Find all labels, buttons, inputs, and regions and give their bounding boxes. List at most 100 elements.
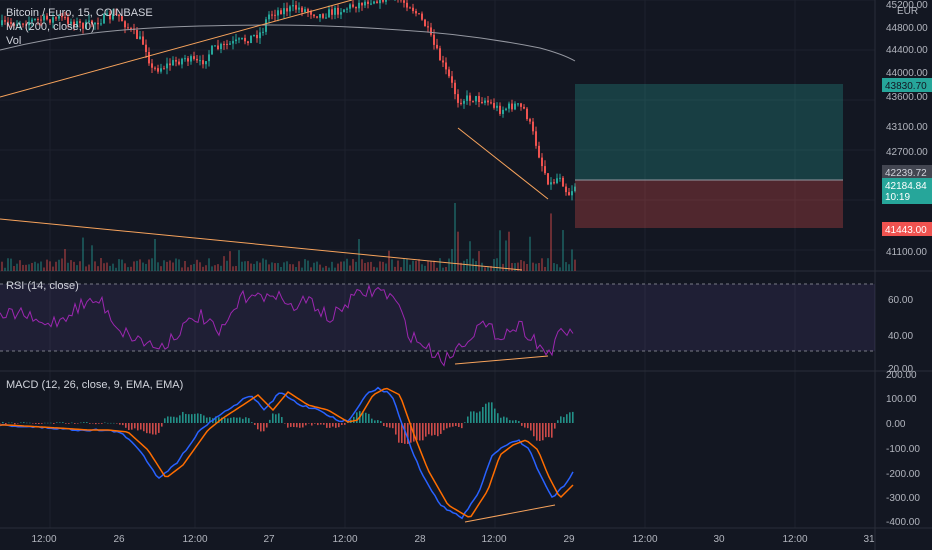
volume-bar — [226, 260, 228, 271]
volume-bar — [94, 261, 96, 271]
macd-histogram-bar — [461, 423, 463, 429]
volume-bar — [313, 262, 315, 271]
macd-histogram-bar — [503, 416, 505, 423]
candle-body — [289, 6, 291, 12]
macd-histogram-bar — [0, 423, 1, 424]
volume-bar — [409, 264, 411, 271]
candle-body — [226, 43, 228, 45]
macd-histogram-bar — [560, 416, 562, 423]
volume-bar — [37, 263, 39, 271]
candle-body — [214, 45, 216, 47]
candle-body — [304, 9, 306, 13]
macd-histogram-bar — [533, 423, 535, 437]
macd-histogram-bar — [224, 417, 226, 423]
macd-histogram-bar — [320, 423, 322, 425]
candle-body — [328, 9, 330, 18]
candle-body — [271, 14, 273, 16]
candle-body — [70, 21, 72, 24]
candle-body — [415, 11, 417, 14]
volume-legend[interactable]: Vol — [6, 35, 22, 47]
candle-body — [406, 2, 408, 8]
candle-body — [553, 182, 555, 184]
candle-body — [355, 6, 357, 9]
candle-body — [25, 24, 27, 26]
symbol-title[interactable]: Bitcoin / Euro, 15, COINBASE — [6, 7, 153, 19]
candle-body — [499, 105, 501, 114]
candle-body — [136, 29, 138, 39]
candle-body — [259, 32, 261, 39]
candle-body — [502, 109, 504, 114]
macd-histogram-bar — [167, 416, 169, 423]
candle-body — [202, 60, 204, 65]
macd-histogram-bar — [500, 417, 502, 423]
price-overlays — [0, 0, 843, 271]
macd-histogram-bar — [425, 423, 427, 437]
macd-histogram-bar — [260, 423, 262, 432]
macd-histogram-bar — [65, 423, 67, 424]
macd-histogram-bar — [116, 423, 118, 424]
macd-legend-label[interactable]: MACD (12, 26, close, 9, EMA, EMA) — [6, 379, 184, 391]
candle-body — [322, 14, 324, 18]
volume-bar — [505, 240, 507, 271]
macd-histogram-bar — [314, 423, 316, 424]
volume-bar — [520, 259, 522, 271]
candle-body — [94, 22, 96, 25]
macd-histogram-bar — [257, 423, 259, 430]
candle-body — [208, 54, 210, 62]
time-tick-label: 12:00 — [632, 534, 657, 545]
macd-histogram-bar — [311, 423, 313, 426]
candle-body — [358, 2, 360, 9]
volume-bar — [91, 245, 93, 271]
volume-bar — [43, 267, 45, 271]
ma-legend[interactable]: MA (200, close, 0) — [6, 21, 95, 33]
macd-histogram-bar — [293, 423, 295, 428]
macd-histogram-bar — [107, 422, 109, 424]
candle-body — [205, 61, 207, 65]
volume-bar — [295, 267, 297, 271]
candle-body — [295, 5, 297, 10]
volume-bar — [412, 260, 414, 271]
rsi-legend-label[interactable]: RSI (14, close) — [6, 280, 79, 292]
volume-bar — [406, 258, 408, 271]
candle-body — [382, 0, 384, 2]
macd-histogram-bar — [71, 422, 73, 424]
candle-body — [238, 38, 240, 40]
candle-body — [13, 23, 15, 26]
macd-histogram-bar — [134, 423, 136, 429]
candle-body — [55, 17, 57, 19]
macd-histogram-bar — [128, 423, 130, 431]
candle-body — [142, 36, 144, 45]
candle-body — [145, 44, 147, 53]
macd-histogram-bar — [374, 420, 376, 423]
volume-bar — [436, 267, 438, 271]
macd-histogram-bar — [2, 421, 4, 423]
volume-bar — [334, 267, 336, 271]
candle-body — [157, 68, 159, 72]
rsi-legend: RSI (14, close) — [6, 279, 79, 293]
candle-body — [532, 121, 534, 132]
candle-body — [166, 63, 168, 69]
candle-body — [523, 106, 525, 109]
candle-body — [529, 119, 531, 122]
volume-bar — [148, 259, 150, 271]
time-tick-label: 29 — [563, 534, 575, 545]
volume-bar — [301, 267, 303, 271]
volume-bar — [73, 261, 75, 271]
volume-bar — [199, 262, 201, 271]
price-tick-label: 44400.00 — [886, 45, 928, 56]
candle-body — [319, 14, 321, 18]
macd-histogram-bar — [95, 423, 97, 425]
volume-bar — [76, 265, 78, 271]
candle-body — [103, 14, 105, 24]
macd-histogram-bar — [239, 417, 241, 423]
macd-divergence-line — [464, 504, 556, 523]
candle-body — [7, 21, 9, 23]
volume-bar — [487, 266, 489, 271]
candle-body — [139, 36, 141, 39]
macd-histogram-bar — [101, 423, 103, 424]
candle-body — [316, 16, 318, 18]
macd-histogram-bar — [113, 422, 115, 424]
macd-histogram-bar — [299, 423, 301, 428]
candle-body — [241, 37, 243, 39]
